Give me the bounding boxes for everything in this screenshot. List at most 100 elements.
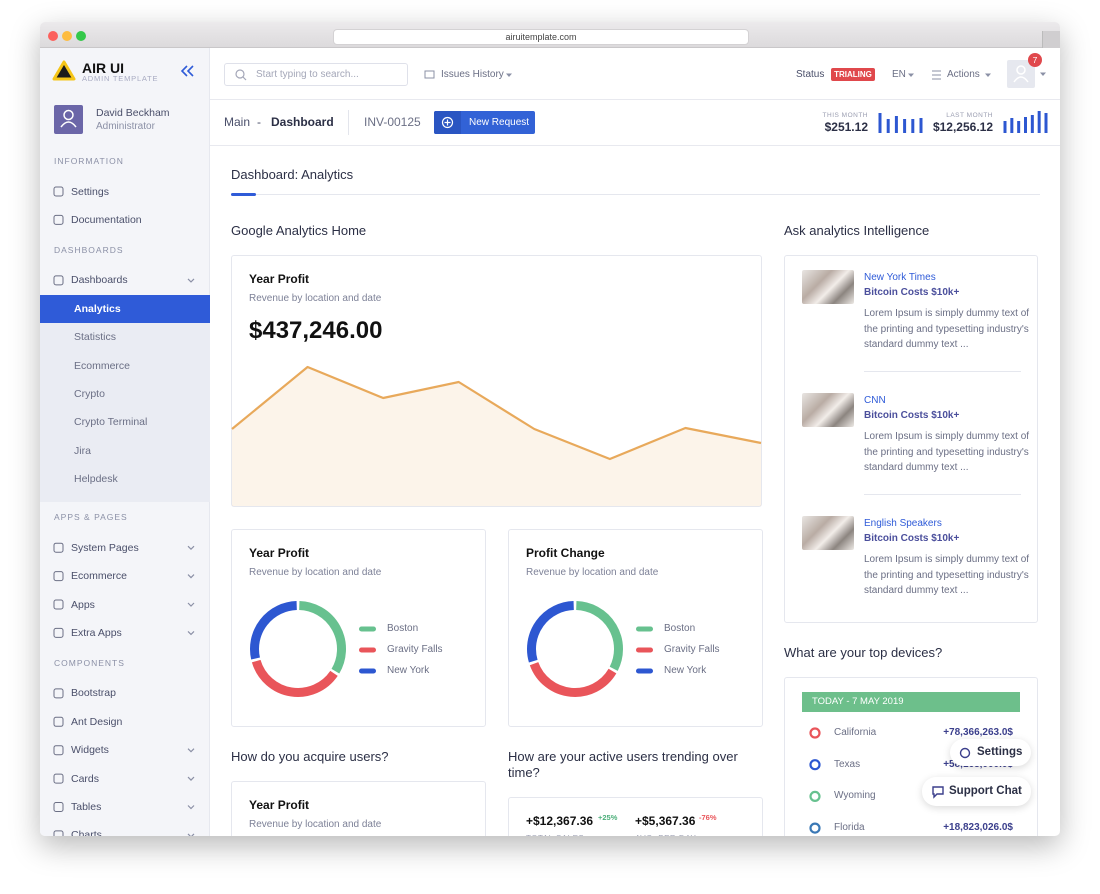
nav-item[interactable] bbox=[40, 793, 210, 821]
submenu bbox=[40, 294, 210, 502]
search-placeholder: Start typing to search... bbox=[256, 69, 359, 80]
nav-subitem[interactable] bbox=[40, 437, 210, 465]
nav-item[interactable] bbox=[40, 821, 210, 836]
card bbox=[508, 797, 763, 836]
nav-label: Cards bbox=[71, 772, 100, 785]
collapse-button[interactable] bbox=[178, 62, 198, 80]
news-thumbnail bbox=[802, 516, 854, 550]
icon-shape bbox=[959, 747, 971, 758]
tab[interactable]: Dashboard: Analytics bbox=[231, 167, 354, 182]
nav-label: Widgets bbox=[71, 744, 109, 757]
sub-bar bbox=[210, 100, 1060, 146]
nav-item[interactable] bbox=[40, 178, 210, 206]
stage: airuitemplate.com AIR UI ADMIN TEMPLATE Dav… bbox=[40, 22, 1060, 836]
device-name: Wyoming bbox=[834, 790, 876, 802]
nav-label: Ecommerce bbox=[71, 570, 128, 583]
nav-subitem[interactable] bbox=[40, 323, 210, 351]
nav-label: Ant Design bbox=[71, 715, 123, 728]
section-heading: How are your active users trending over … bbox=[508, 749, 738, 780]
news-title: Bitcoin Costs $10k+ bbox=[864, 287, 960, 298]
nav-label: Tables bbox=[71, 801, 102, 813]
nav-subitem[interactable] bbox=[40, 380, 210, 408]
floating-button[interactable]: Support Chat bbox=[922, 777, 1031, 806]
actions-label: Actions bbox=[947, 69, 980, 80]
avatar bbox=[54, 105, 83, 134]
window-dot bbox=[62, 31, 72, 41]
breadcrumb[interactable]: Main bbox=[224, 115, 251, 129]
nav-label: Settings bbox=[71, 185, 109, 198]
nav-item[interactable] bbox=[40, 591, 210, 619]
floating-icon bbox=[959, 747, 971, 758]
card-subtitle: Revenue by location and date bbox=[249, 293, 382, 304]
legend-label: Boston bbox=[664, 623, 696, 634]
legend-label: Boston bbox=[387, 623, 419, 634]
nav-item[interactable] bbox=[40, 765, 210, 793]
trend-value: +$12,367.36 bbox=[526, 814, 594, 828]
invoice: INV-00125 bbox=[364, 115, 421, 129]
window-dot bbox=[76, 31, 86, 41]
nav-subitem[interactable] bbox=[40, 294, 210, 323]
nav-item[interactable] bbox=[40, 619, 210, 647]
nav-label: System Pages bbox=[71, 541, 139, 554]
card-title: Profit Change bbox=[526, 546, 605, 560]
legend-label: New York bbox=[664, 665, 707, 676]
nav-label: Extra Apps bbox=[71, 626, 122, 639]
floating-label: Settings bbox=[977, 746, 1023, 758]
notification-badge: 7 bbox=[1028, 53, 1042, 67]
device-value: +18,823,026.0$ bbox=[943, 822, 1013, 834]
section-heading: What are your top devices? bbox=[784, 645, 943, 660]
trend-value: +$5,367.36 bbox=[635, 814, 696, 828]
card-subtitle: Revenue by location and date bbox=[526, 567, 659, 578]
news-source[interactable]: New York Times bbox=[864, 272, 936, 283]
breadcrumb-separator: - bbox=[257, 115, 261, 129]
nav-subitem[interactable] bbox=[40, 465, 210, 493]
profit-total: $437,246.00 bbox=[249, 317, 383, 344]
language-label: EN bbox=[892, 69, 906, 80]
top-bar bbox=[210, 48, 1060, 100]
nav-label: Dashboards bbox=[71, 274, 128, 287]
card-title: Year Profit bbox=[249, 546, 310, 560]
legend-label: Gravity Falls bbox=[387, 644, 443, 655]
news-text: Lorem Ipsum is simply dummy text of the … bbox=[864, 308, 1030, 351]
card bbox=[231, 781, 486, 836]
trend-label: TOTAL SALES bbox=[526, 831, 584, 836]
window-dot bbox=[48, 31, 58, 41]
news-thumbnail bbox=[802, 393, 854, 427]
card-title: Year Profit bbox=[249, 798, 310, 812]
nav-label: Apps bbox=[71, 598, 95, 611]
section-title: INFORMATION bbox=[54, 156, 124, 166]
floating-label: Support Chat bbox=[949, 785, 1022, 797]
stat-value: $251.12 bbox=[824, 120, 868, 134]
nav-sublabel: Jira bbox=[74, 444, 91, 457]
nav-sublabel: Statistics bbox=[74, 331, 117, 344]
new-request-button[interactable]: New Request bbox=[434, 111, 535, 134]
news-source[interactable]: English Speakers bbox=[864, 518, 942, 529]
nav-item[interactable] bbox=[40, 708, 210, 736]
nav-item[interactable] bbox=[40, 736, 210, 764]
nav-item[interactable] bbox=[40, 679, 210, 707]
news-title: Bitcoin Costs $10k+ bbox=[864, 533, 960, 544]
section-title: DASHBOARDS bbox=[54, 244, 124, 255]
card bbox=[784, 255, 1038, 623]
tab-indicator bbox=[231, 193, 256, 196]
search-box[interactable] bbox=[224, 63, 408, 86]
url-text: airuitemplate.com bbox=[505, 32, 577, 42]
breadcrumb-current: Dashboard bbox=[271, 115, 334, 129]
nav-label: Bootstrap bbox=[71, 687, 116, 700]
trend-change: -76% bbox=[699, 813, 717, 822]
stat-value: $12,256.12 bbox=[932, 120, 993, 134]
nav-sublabel: Crypto Terminal bbox=[74, 416, 148, 429]
legend-label: New York bbox=[387, 665, 430, 676]
nav-sublabel: Crypto bbox=[74, 388, 105, 400]
floating-button[interactable]: Settings bbox=[950, 739, 1031, 766]
news-source[interactable]: CNN bbox=[864, 395, 886, 406]
news-separator bbox=[864, 371, 1021, 372]
news-separator bbox=[864, 494, 1021, 495]
button-label: New Request bbox=[469, 117, 530, 128]
tab-line bbox=[231, 194, 1040, 195]
section-heading: How do you acquire users? bbox=[231, 749, 389, 764]
nav-sublabel: Analytics bbox=[74, 302, 121, 315]
stat-label: LAST MONTH bbox=[946, 112, 993, 119]
trend-change: +25% bbox=[598, 813, 618, 822]
user-name: David Beckham bbox=[96, 107, 170, 119]
